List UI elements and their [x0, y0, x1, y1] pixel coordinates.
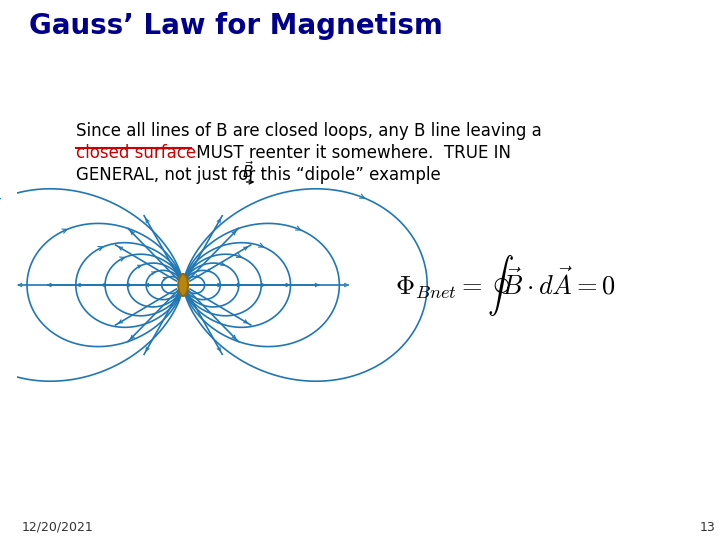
Text: GENERAL, not just for this “dipole” example: GENERAL, not just for this “dipole” exam… [76, 166, 441, 184]
Text: $\Phi_{Bnet} = \oint \vec{B} \cdot d\vec{A} = 0$: $\Phi_{Bnet} = \oint \vec{B} \cdot d\vec… [395, 253, 616, 318]
Text: 12/20/2021: 12/20/2021 [22, 521, 94, 534]
Text: $\vec{B}$: $\vec{B}$ [242, 160, 254, 181]
Text: Gauss’ Law for Magnetism: Gauss’ Law for Magnetism [29, 12, 443, 40]
Text: closed surface: closed surface [76, 144, 196, 162]
Text: 13: 13 [699, 521, 715, 534]
Text: Since all lines of B are closed loops, any B line leaving a: Since all lines of B are closed loops, a… [76, 122, 541, 140]
Text: MUST reenter it somewhere.  TRUE IN: MUST reenter it somewhere. TRUE IN [191, 144, 511, 162]
Ellipse shape [179, 274, 188, 296]
